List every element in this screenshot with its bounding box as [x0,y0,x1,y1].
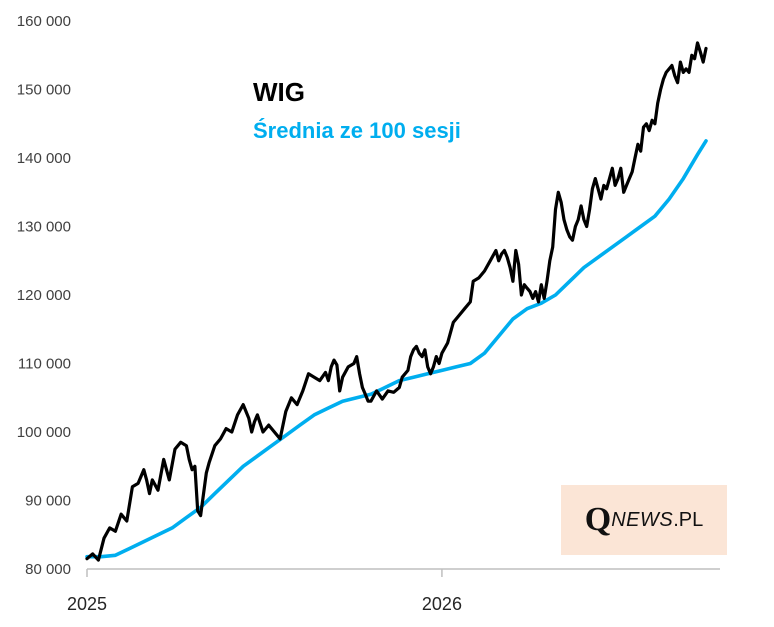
y-tick-label: 110 000 [18,356,71,373]
y-tick-label: 100 000 [17,424,71,441]
y-tick-label: 150 000 [17,82,71,99]
y-tick-label: 80 000 [25,561,71,578]
legend-entry-wig: WIG [253,77,305,107]
legend: WIG Średnia ze 100 sesji [253,77,461,143]
x-axis: 2025 2026 [67,569,462,614]
series-line-wig [85,41,708,562]
x-tick-label: 2025 [67,594,107,614]
legend-entry-moving-average: Średnia ze 100 sesji [253,118,461,143]
x-tick-label: 2026 [422,594,462,614]
y-tick-label: 120 000 [17,287,71,304]
y-tick-label: 130 000 [17,219,71,236]
y-tick-label: 160 000 [17,13,71,30]
qnews-logo: Q NEWS .PL [561,485,727,555]
y-tick-label: 140 000 [17,150,71,167]
y-axis: 80 000 90 000 100 000 110 000 120 000 130 000… [17,13,71,578]
y-tick-label: 90 000 [25,493,71,510]
series-line-moving-average [85,139,708,559]
series-layer [85,41,708,562]
